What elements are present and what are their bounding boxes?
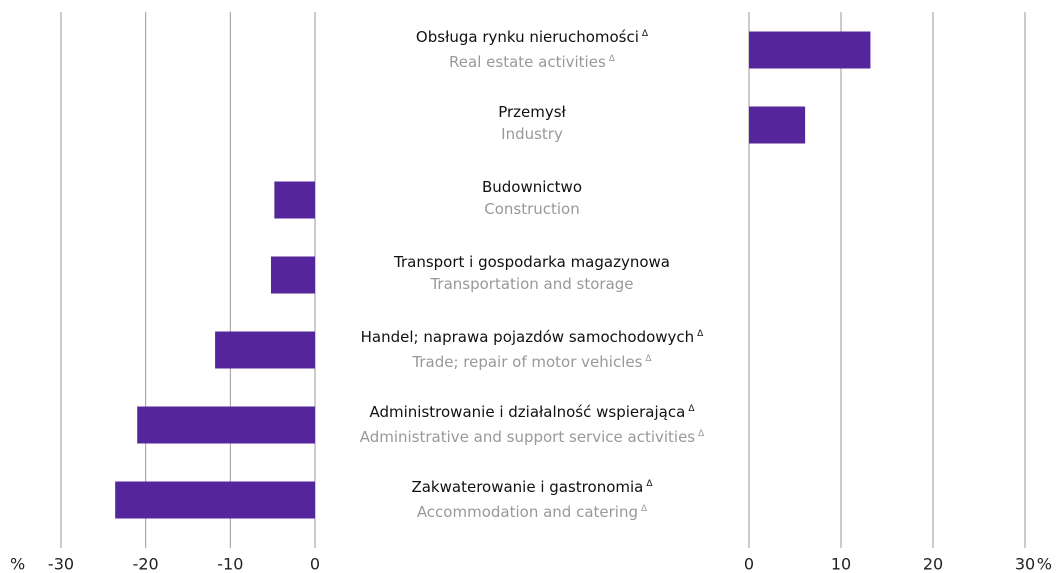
label-en: Construction [342, 198, 722, 220]
label-text: Obsługa rynku nieruchomości [415, 28, 639, 46]
label-text: Transportation and storage [430, 275, 634, 293]
x-tick-label: 20 [923, 555, 943, 573]
label-en: Trade; repair of motor vehicles Δ [342, 348, 722, 373]
flag: Δ [645, 354, 652, 364]
label-en: Industry [342, 123, 722, 145]
label-pl: Handel; naprawa pojazdów samochodowych Δ [342, 323, 722, 348]
flag: Δ [608, 54, 615, 64]
label-text: Transport i gospodarka magazynowa [394, 253, 670, 271]
flag: Δ [697, 329, 704, 339]
bar [115, 481, 315, 519]
category-label: Transport i gospodarka magazynowa Transpo… [342, 251, 722, 295]
label-text: Accommodation and catering [416, 503, 638, 521]
label-pl: Transport i gospodarka magazynowa [342, 251, 722, 273]
label-pl: Administrowanie i działalność wspierając… [342, 398, 722, 423]
label-text: Real estate activities [449, 53, 606, 71]
label-en: Administrative and support service activ… [342, 423, 722, 448]
label-text: Zakwaterowanie i gastronomia [411, 478, 644, 496]
bar [137, 406, 315, 444]
x-tick-label: -10 [217, 555, 243, 573]
flag: Δ [646, 479, 653, 489]
label-text: Handel; naprawa pojazdów samochodowych [360, 328, 695, 346]
x-tick-label: 10 [831, 555, 851, 573]
category-label: Budownictwo Construction [342, 176, 722, 220]
category-label: Obsługa rynku nieruchomości Δ Real estate … [342, 23, 722, 73]
flag: Δ [688, 404, 695, 414]
category-label: Zakwaterowanie i gastronomia Δ Accommodati… [342, 473, 722, 523]
label-text: Administrowanie i działalność wspierając… [369, 403, 686, 421]
label-en: Transportation and storage [342, 273, 722, 295]
flag: Δ [641, 504, 648, 514]
label-text: Trade; repair of motor vehicles [412, 353, 643, 371]
label-en: Accommodation and catering Δ [342, 498, 722, 523]
label-text: Construction [484, 200, 580, 218]
bar [215, 331, 315, 369]
x-tick-label: 30 [1015, 555, 1035, 573]
bar [749, 31, 871, 69]
category-label: Administrowanie i działalność wspierając… [342, 398, 722, 448]
x-tick-label: -20 [133, 555, 159, 573]
label-text: Industry [501, 125, 563, 143]
unit-label: % [10, 555, 25, 573]
label-pl: Zakwaterowanie i gastronomia Δ [342, 473, 722, 498]
label-pl: Obsługa rynku nieruchomości Δ [342, 23, 722, 48]
label-text: Budownictwo [481, 178, 582, 196]
label-text: Przemysł [498, 103, 566, 121]
x-tick-label: 0 [310, 555, 320, 573]
unit-label: % [1037, 555, 1052, 573]
x-tick-label: 0 [744, 555, 754, 573]
flag: Δ [641, 29, 649, 39]
label-en: Real estate activities Δ [342, 48, 722, 73]
flag: Δ [698, 429, 705, 439]
label-pl: Budownictwo [342, 176, 722, 198]
category-label: Handel; naprawa pojazdów samochodowych Δ T… [342, 323, 722, 373]
label-text: Administrative and support service activ… [359, 428, 696, 446]
category-label: Przemysł Industry [342, 101, 722, 145]
bar [749, 106, 806, 144]
bar [274, 181, 315, 219]
x-tick-label: -30 [48, 555, 74, 573]
label-pl: Przemysł [342, 101, 722, 123]
bar [270, 256, 315, 294]
